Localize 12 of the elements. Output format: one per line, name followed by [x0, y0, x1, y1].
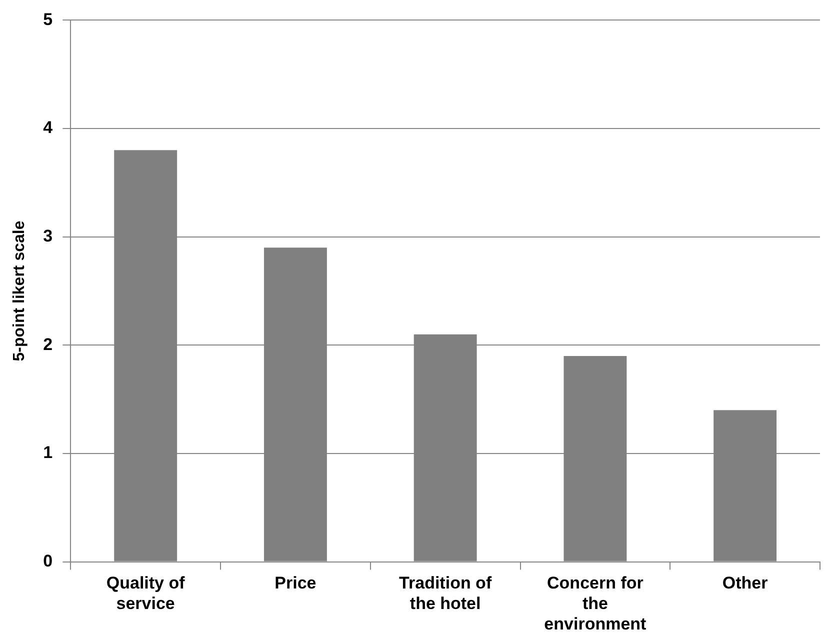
- y-tick-label: 3: [43, 226, 53, 246]
- y-tick-label: 5: [43, 10, 53, 29]
- y-tick-label: 4: [43, 118, 54, 138]
- y-tick-label: 1: [43, 443, 53, 462]
- y-axis-title: 5-point likert scale: [11, 220, 28, 362]
- x-tick-label: Quality of service: [106, 574, 186, 614]
- y-tick-label: 0: [43, 551, 53, 570]
- x-tick-label: Tradition of the hotel: [399, 574, 492, 614]
- x-tick-label: Other: [722, 574, 768, 593]
- y-tick-label: 2: [43, 334, 53, 354]
- x-tick-label: Price: [274, 574, 316, 593]
- x-tick-label: Concern for the environment: [544, 574, 647, 634]
